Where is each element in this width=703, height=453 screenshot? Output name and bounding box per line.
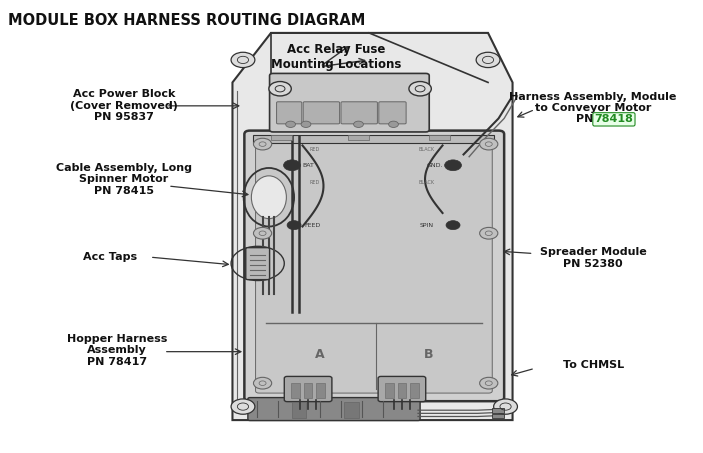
Circle shape (285, 121, 295, 127)
Circle shape (283, 160, 300, 171)
Circle shape (479, 138, 498, 150)
FancyBboxPatch shape (245, 130, 504, 401)
Circle shape (479, 377, 498, 389)
FancyBboxPatch shape (254, 135, 494, 143)
Circle shape (254, 377, 271, 389)
FancyBboxPatch shape (256, 139, 492, 393)
Text: Hopper Harness
Assembly
PN 78417: Hopper Harness Assembly PN 78417 (67, 334, 167, 367)
Text: A: A (315, 348, 325, 361)
Text: To CHMSL: To CHMSL (562, 360, 624, 370)
FancyBboxPatch shape (276, 102, 302, 124)
FancyBboxPatch shape (284, 376, 332, 402)
Circle shape (494, 399, 517, 414)
Text: 78418: 78418 (595, 114, 633, 124)
FancyBboxPatch shape (429, 135, 449, 140)
Circle shape (444, 160, 461, 171)
Circle shape (301, 121, 311, 127)
Text: Harness Assembly, Module
to Conveyor Motor: Harness Assembly, Module to Conveyor Mot… (510, 92, 677, 114)
FancyBboxPatch shape (378, 376, 426, 402)
FancyBboxPatch shape (303, 102, 340, 124)
Circle shape (231, 52, 255, 67)
Polygon shape (233, 33, 512, 420)
Circle shape (409, 82, 432, 96)
Text: SPIN: SPIN (420, 222, 434, 228)
Text: BAT: BAT (302, 163, 314, 168)
FancyBboxPatch shape (348, 135, 369, 140)
Circle shape (354, 121, 363, 127)
FancyBboxPatch shape (491, 409, 504, 413)
Circle shape (446, 221, 460, 230)
FancyBboxPatch shape (246, 248, 269, 280)
Text: RED: RED (309, 180, 320, 185)
Text: BLACK: BLACK (418, 180, 434, 185)
Text: GND.: GND. (427, 163, 443, 168)
Text: Acc Power Block
(Cover Removed)
PN 95837: Acc Power Block (Cover Removed) PN 95837 (70, 89, 178, 122)
Circle shape (389, 121, 399, 127)
Text: Cable Assembly, Long
Spinner Motor
PN 78415: Cable Assembly, Long Spinner Motor PN 78… (56, 163, 192, 196)
FancyBboxPatch shape (341, 102, 378, 124)
FancyBboxPatch shape (291, 383, 299, 399)
Text: Acc Taps: Acc Taps (83, 252, 137, 262)
FancyBboxPatch shape (385, 383, 394, 399)
Text: Spreader Module
PN 52380: Spreader Module PN 52380 (540, 247, 647, 269)
FancyBboxPatch shape (411, 383, 419, 399)
Circle shape (476, 52, 500, 67)
Text: BLACK: BLACK (418, 147, 434, 152)
Circle shape (287, 221, 301, 230)
FancyBboxPatch shape (398, 383, 406, 399)
FancyBboxPatch shape (304, 383, 312, 399)
Circle shape (231, 399, 255, 414)
FancyBboxPatch shape (292, 402, 306, 418)
FancyBboxPatch shape (344, 402, 359, 418)
Circle shape (254, 138, 271, 150)
FancyBboxPatch shape (316, 383, 325, 399)
FancyBboxPatch shape (491, 414, 504, 418)
FancyBboxPatch shape (269, 73, 430, 132)
Text: Acc Relay Fuse
Mounting Locations: Acc Relay Fuse Mounting Locations (271, 43, 401, 71)
FancyBboxPatch shape (379, 102, 406, 124)
FancyBboxPatch shape (271, 135, 292, 140)
Circle shape (254, 227, 271, 239)
Text: MODULE BOX HARNESS ROUTING DIAGRAM: MODULE BOX HARNESS ROUTING DIAGRAM (8, 13, 366, 28)
FancyBboxPatch shape (248, 398, 420, 420)
Circle shape (269, 82, 291, 96)
Text: PN: PN (576, 114, 597, 124)
Circle shape (479, 227, 498, 239)
Text: B: B (424, 348, 433, 361)
Text: RED: RED (309, 147, 320, 152)
Ellipse shape (252, 176, 286, 219)
Text: FEED: FEED (304, 222, 321, 228)
